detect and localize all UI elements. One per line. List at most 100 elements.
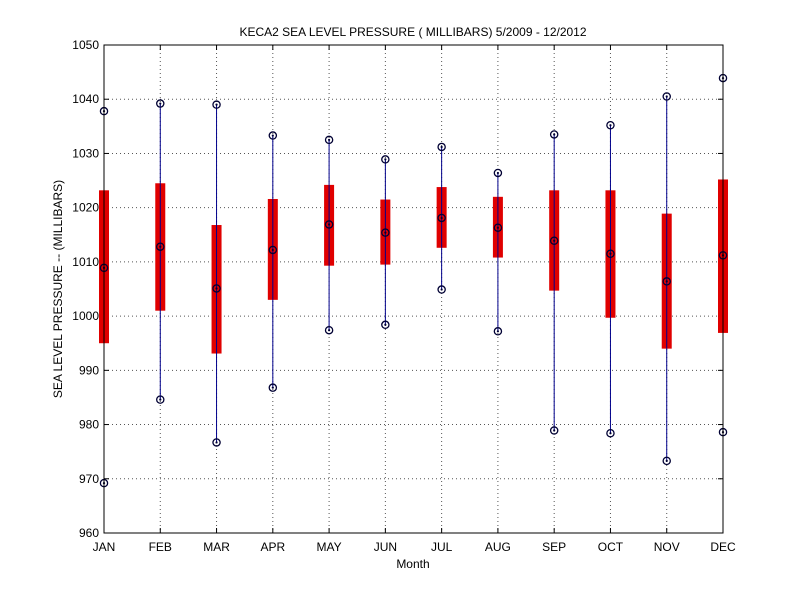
y-tick-label: 970 [79,472,99,486]
max-marker-dot [215,103,218,106]
box-oct [605,120,616,438]
min-marker-dot [496,330,500,333]
x-tick-label: JAN [93,540,116,554]
mean-marker-dot [440,216,443,220]
max-marker-dot [384,158,387,161]
mean-marker [606,249,615,259]
x-tick-label: APR [260,540,285,554]
max-marker [606,120,615,130]
mean-marker [268,245,278,255]
min-marker-dot [609,432,612,435]
y-tick-label: 1000 [72,309,99,323]
mean-marker [549,236,559,245]
x-axis-ticks: JAN FEB MAR APR MAY JUN JUL AUG SEP OCT NOV DEC [93,45,736,554]
mean-marker-dot [609,252,612,255]
min-marker-dot [384,323,387,326]
box-apr [267,131,278,392]
max-marker [549,130,559,139]
max-marker-dot [327,138,331,141]
min-marker [156,395,165,404]
max-marker-dot [553,133,556,136]
mean-marker-dot [665,280,668,283]
min-marker [381,320,390,330]
box-jun [380,155,391,330]
x-tick-label: AUG [485,540,511,554]
mean-marker [662,277,671,286]
x-tick-label: OCT [598,540,624,554]
max-marker [493,168,503,178]
y-tick-label: 1050 [72,38,99,52]
min-marker [606,428,615,438]
mean-marker-dot [215,287,218,290]
mean-marker [381,228,390,237]
mean-marker [324,220,334,229]
x-tick-label: MAY [317,540,342,554]
chart-title: KECA2 SEA LEVEL PRESSURE ( MILLIBARS) 5/… [239,25,586,39]
max-marker [212,100,221,109]
mean-marker-dot [553,239,556,242]
max-marker [662,92,671,101]
min-marker [549,426,559,435]
max-marker-dot [271,134,274,137]
box-sep [549,130,560,435]
mean-marker-dot [384,231,387,234]
max-marker [381,155,390,164]
mean-marker-dot [159,245,162,248]
min-marker-dot [665,459,668,462]
x-tick-label: NOV [654,540,680,554]
mean-marker [493,223,503,232]
x-tick-label: MAR [203,540,230,554]
y-tick-label: 1030 [72,146,99,160]
min-marker [268,383,278,392]
max-marker-dot [609,124,612,127]
y-axis-ticks: 960 970 980 990 1000 1010 1020 1030 1040 1050 [72,38,723,540]
mean-marker [437,213,446,223]
min-marker [324,325,334,335]
x-tick-label: JUN [374,540,397,554]
mean-marker [156,242,165,251]
min-marker [437,285,446,294]
y-tick-label: 1020 [72,201,99,215]
plot-frame [103,44,724,534]
max-marker-dot [665,95,668,98]
max-marker [156,99,165,108]
min-marker-dot [440,288,443,291]
max-marker-dot [496,171,500,175]
min-marker [212,438,221,447]
y-tick-label: 990 [79,363,99,377]
max-marker [268,131,278,140]
min-marker-dot [215,441,218,444]
box-mar [211,100,222,447]
min-marker [493,327,503,336]
max-marker [324,135,334,145]
x-tick-label: SEP [542,540,566,554]
mean-marker-dot [271,248,274,252]
max-marker [437,142,446,152]
mean-marker-dot [496,226,500,229]
min-marker-dot [271,386,274,389]
box-aug [492,168,503,336]
max-marker-dot [159,102,162,105]
mean-marker-dot [327,223,331,226]
box-feb [155,99,166,404]
y-tick-label: 960 [79,526,99,540]
grid-lines [104,45,723,533]
box-jul [436,142,447,294]
min-marker-dot [327,329,331,332]
box-series [99,73,728,488]
y-tick-label: 1010 [72,255,99,269]
y-axis-label: SEA LEVEL PRESSURE -- (MILLIBARS) [51,180,65,398]
y-tick-label: 980 [79,418,99,432]
max-marker-dot [440,145,443,149]
min-marker-dot [553,429,556,432]
x-axis-label: Month [396,557,429,571]
y-tick-label: 1040 [72,92,99,106]
box-may [324,135,335,335]
x-tick-label: DEC [710,540,736,554]
mean-marker [212,284,221,293]
x-tick-label: FEB [149,540,172,554]
min-marker [662,456,671,466]
min-marker-dot [159,398,162,401]
x-tick-label: JUL [431,540,453,554]
